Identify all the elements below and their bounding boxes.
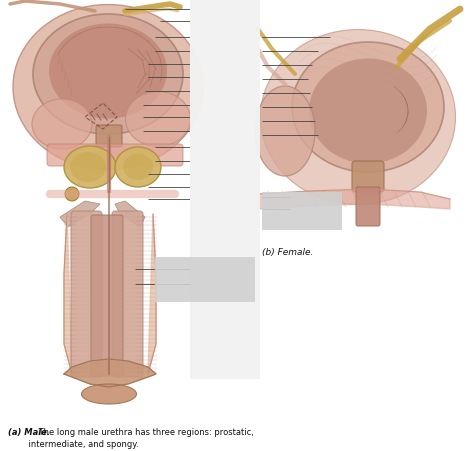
Text: (a) Male.: (a) Male. (8, 427, 50, 436)
Polygon shape (60, 202, 100, 227)
Ellipse shape (126, 92, 191, 147)
Text: intermediate, and spongy.: intermediate, and spongy. (18, 439, 138, 448)
Bar (190, 0, 260, 379)
FancyBboxPatch shape (47, 145, 183, 166)
Ellipse shape (115, 147, 161, 188)
FancyBboxPatch shape (91, 216, 123, 376)
Ellipse shape (32, 100, 92, 150)
Polygon shape (258, 189, 450, 210)
Ellipse shape (82, 384, 137, 404)
Ellipse shape (64, 147, 116, 189)
Ellipse shape (70, 152, 106, 183)
Ellipse shape (49, 24, 167, 119)
Ellipse shape (255, 87, 315, 177)
Polygon shape (64, 215, 72, 374)
FancyBboxPatch shape (352, 161, 384, 193)
Bar (155, 258, 255, 302)
FancyBboxPatch shape (96, 126, 122, 147)
Text: (b) Female.: (b) Female. (262, 248, 313, 257)
Ellipse shape (261, 30, 456, 205)
Ellipse shape (309, 60, 427, 164)
Ellipse shape (33, 15, 183, 135)
Polygon shape (64, 359, 156, 387)
Bar (262, 193, 342, 230)
Ellipse shape (13, 5, 203, 170)
Circle shape (65, 188, 79, 202)
FancyBboxPatch shape (71, 212, 102, 377)
FancyBboxPatch shape (356, 188, 380, 226)
Polygon shape (148, 215, 156, 374)
Text: The long male urethra has three regions: prostatic,: The long male urethra has three regions:… (36, 427, 254, 436)
FancyBboxPatch shape (112, 212, 143, 377)
Ellipse shape (123, 155, 153, 180)
Polygon shape (115, 202, 145, 227)
Ellipse shape (292, 43, 444, 173)
